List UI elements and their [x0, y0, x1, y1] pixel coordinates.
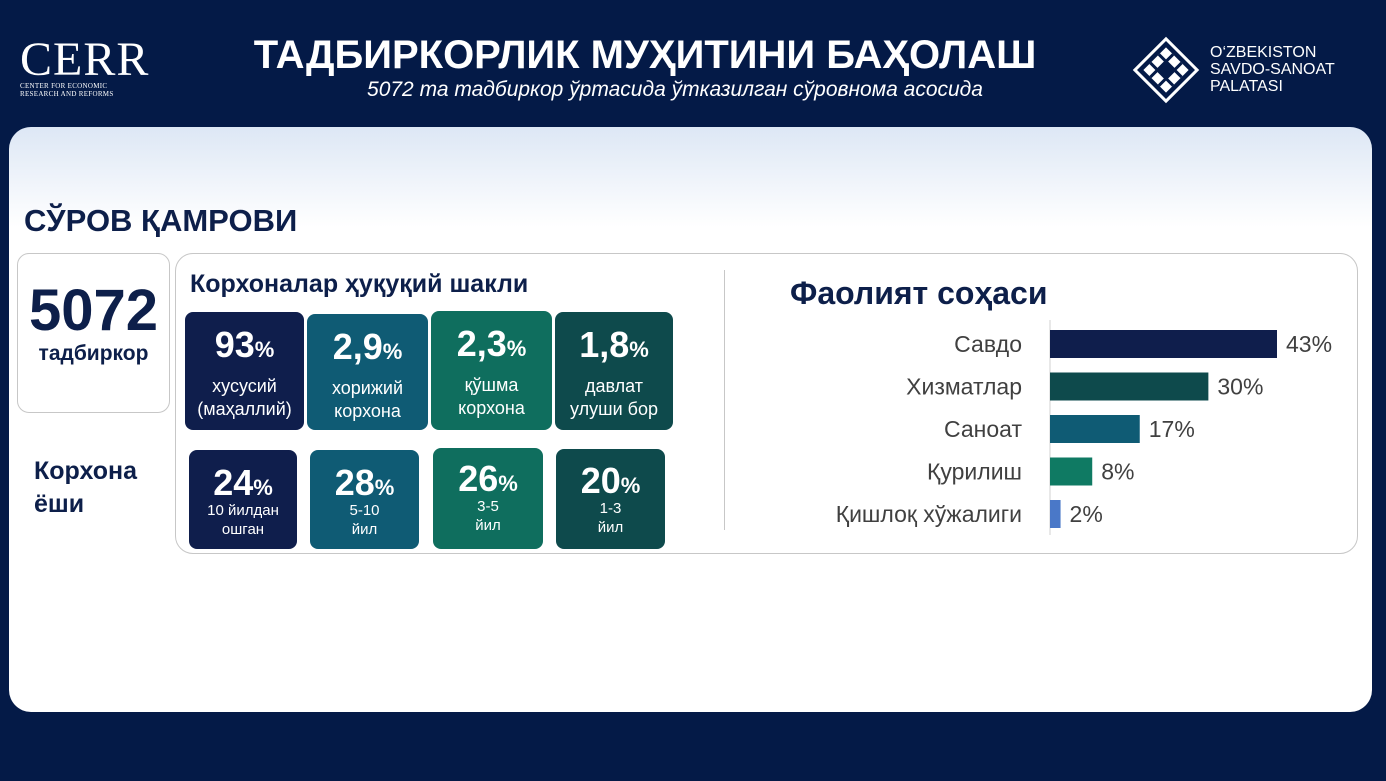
age-tile: 24% 10 йилдан ошган [189, 450, 297, 549]
age-value: 26 [458, 458, 499, 499]
bar [1050, 500, 1061, 528]
respondent-count-card: 5072 тадбиркор [17, 253, 170, 413]
age-value: 28 [334, 462, 375, 503]
legal-value: 2,3 [456, 323, 507, 364]
age-tile: 28% 5-10 йил [310, 450, 419, 549]
cerr-logo: CERR Center for Economic Research and Re… [20, 33, 150, 99]
category-label: Қишлоқ хўжалиги [836, 501, 1022, 527]
activity-bar-chart: Савдо 43% Хизматлар 30% Саноат 17% Қурилиш 8% Қи… [836, 320, 1332, 535]
chamber-emblem-icon [1132, 36, 1200, 104]
bar-value-label: 2% [1070, 501, 1103, 527]
chamber-name: O‘ZBEKISTON SAVDO-SANOAT PALATASI [1210, 44, 1335, 95]
age-value: 24 [213, 462, 254, 503]
bar [1050, 457, 1093, 486]
divider [724, 270, 725, 530]
header: CERR Center for Economic Research and Re… [0, 0, 1386, 125]
page-subtitle: 5072 та тадбиркор ўртасида ўтказилган сў… [367, 78, 983, 101]
bar-value-label: 8% [1101, 459, 1134, 485]
category-label: Савдо [954, 331, 1022, 357]
legal-tile: 93% хусусий (маҳаллий) [185, 312, 304, 430]
legal-value: 1,8 [579, 324, 630, 365]
bar-value-label: 17% [1149, 416, 1195, 442]
respondent-count-label: тадбиркор [38, 342, 149, 365]
cerr-logo-text: CERR [20, 33, 150, 86]
enterprise-age-title: Корхона ёши [34, 457, 138, 518]
legal-tile: 1,8% давлат улуши бор [555, 312, 673, 430]
activity-title: Фаолият соҳаси [790, 275, 1048, 311]
cerr-logo-subtext: Center for Economic Research and Reforms [20, 82, 114, 98]
category-label: Хизматлар [906, 374, 1022, 400]
legal-tile: 2,9% хорижий корхона [307, 314, 428, 430]
legal-value: 93 [214, 324, 255, 365]
age-tile: 26% 3-5 йил [433, 448, 543, 549]
category-label: Қурилиш [927, 459, 1022, 485]
age-tile: 20% 1-3 йил [556, 449, 665, 549]
age-value: 20 [580, 460, 621, 501]
chamber-logo: O‘ZBEKISTON SAVDO-SANOAT PALATASI [1130, 34, 1370, 106]
category-label: Саноат [944, 416, 1022, 442]
bar [1050, 330, 1277, 358]
bar-value-label: 43% [1286, 331, 1332, 357]
page-title: ТАДБИРКОРЛИК МУҲИТИНИ БАҲОЛАШ [253, 33, 1037, 77]
legal-form-title: Корхоналар ҳуқуқий шакли [190, 270, 529, 298]
bar-value-label: 30% [1217, 374, 1263, 400]
respondent-count: 5072 [28, 278, 159, 343]
section-title: СЎРОВ ҚАМРОВИ [24, 203, 298, 238]
bar [1050, 415, 1140, 443]
legal-value: 2,9 [332, 326, 383, 367]
bar [1050, 372, 1209, 401]
legal-tile: 2,3% қўшма корхона [431, 311, 552, 430]
